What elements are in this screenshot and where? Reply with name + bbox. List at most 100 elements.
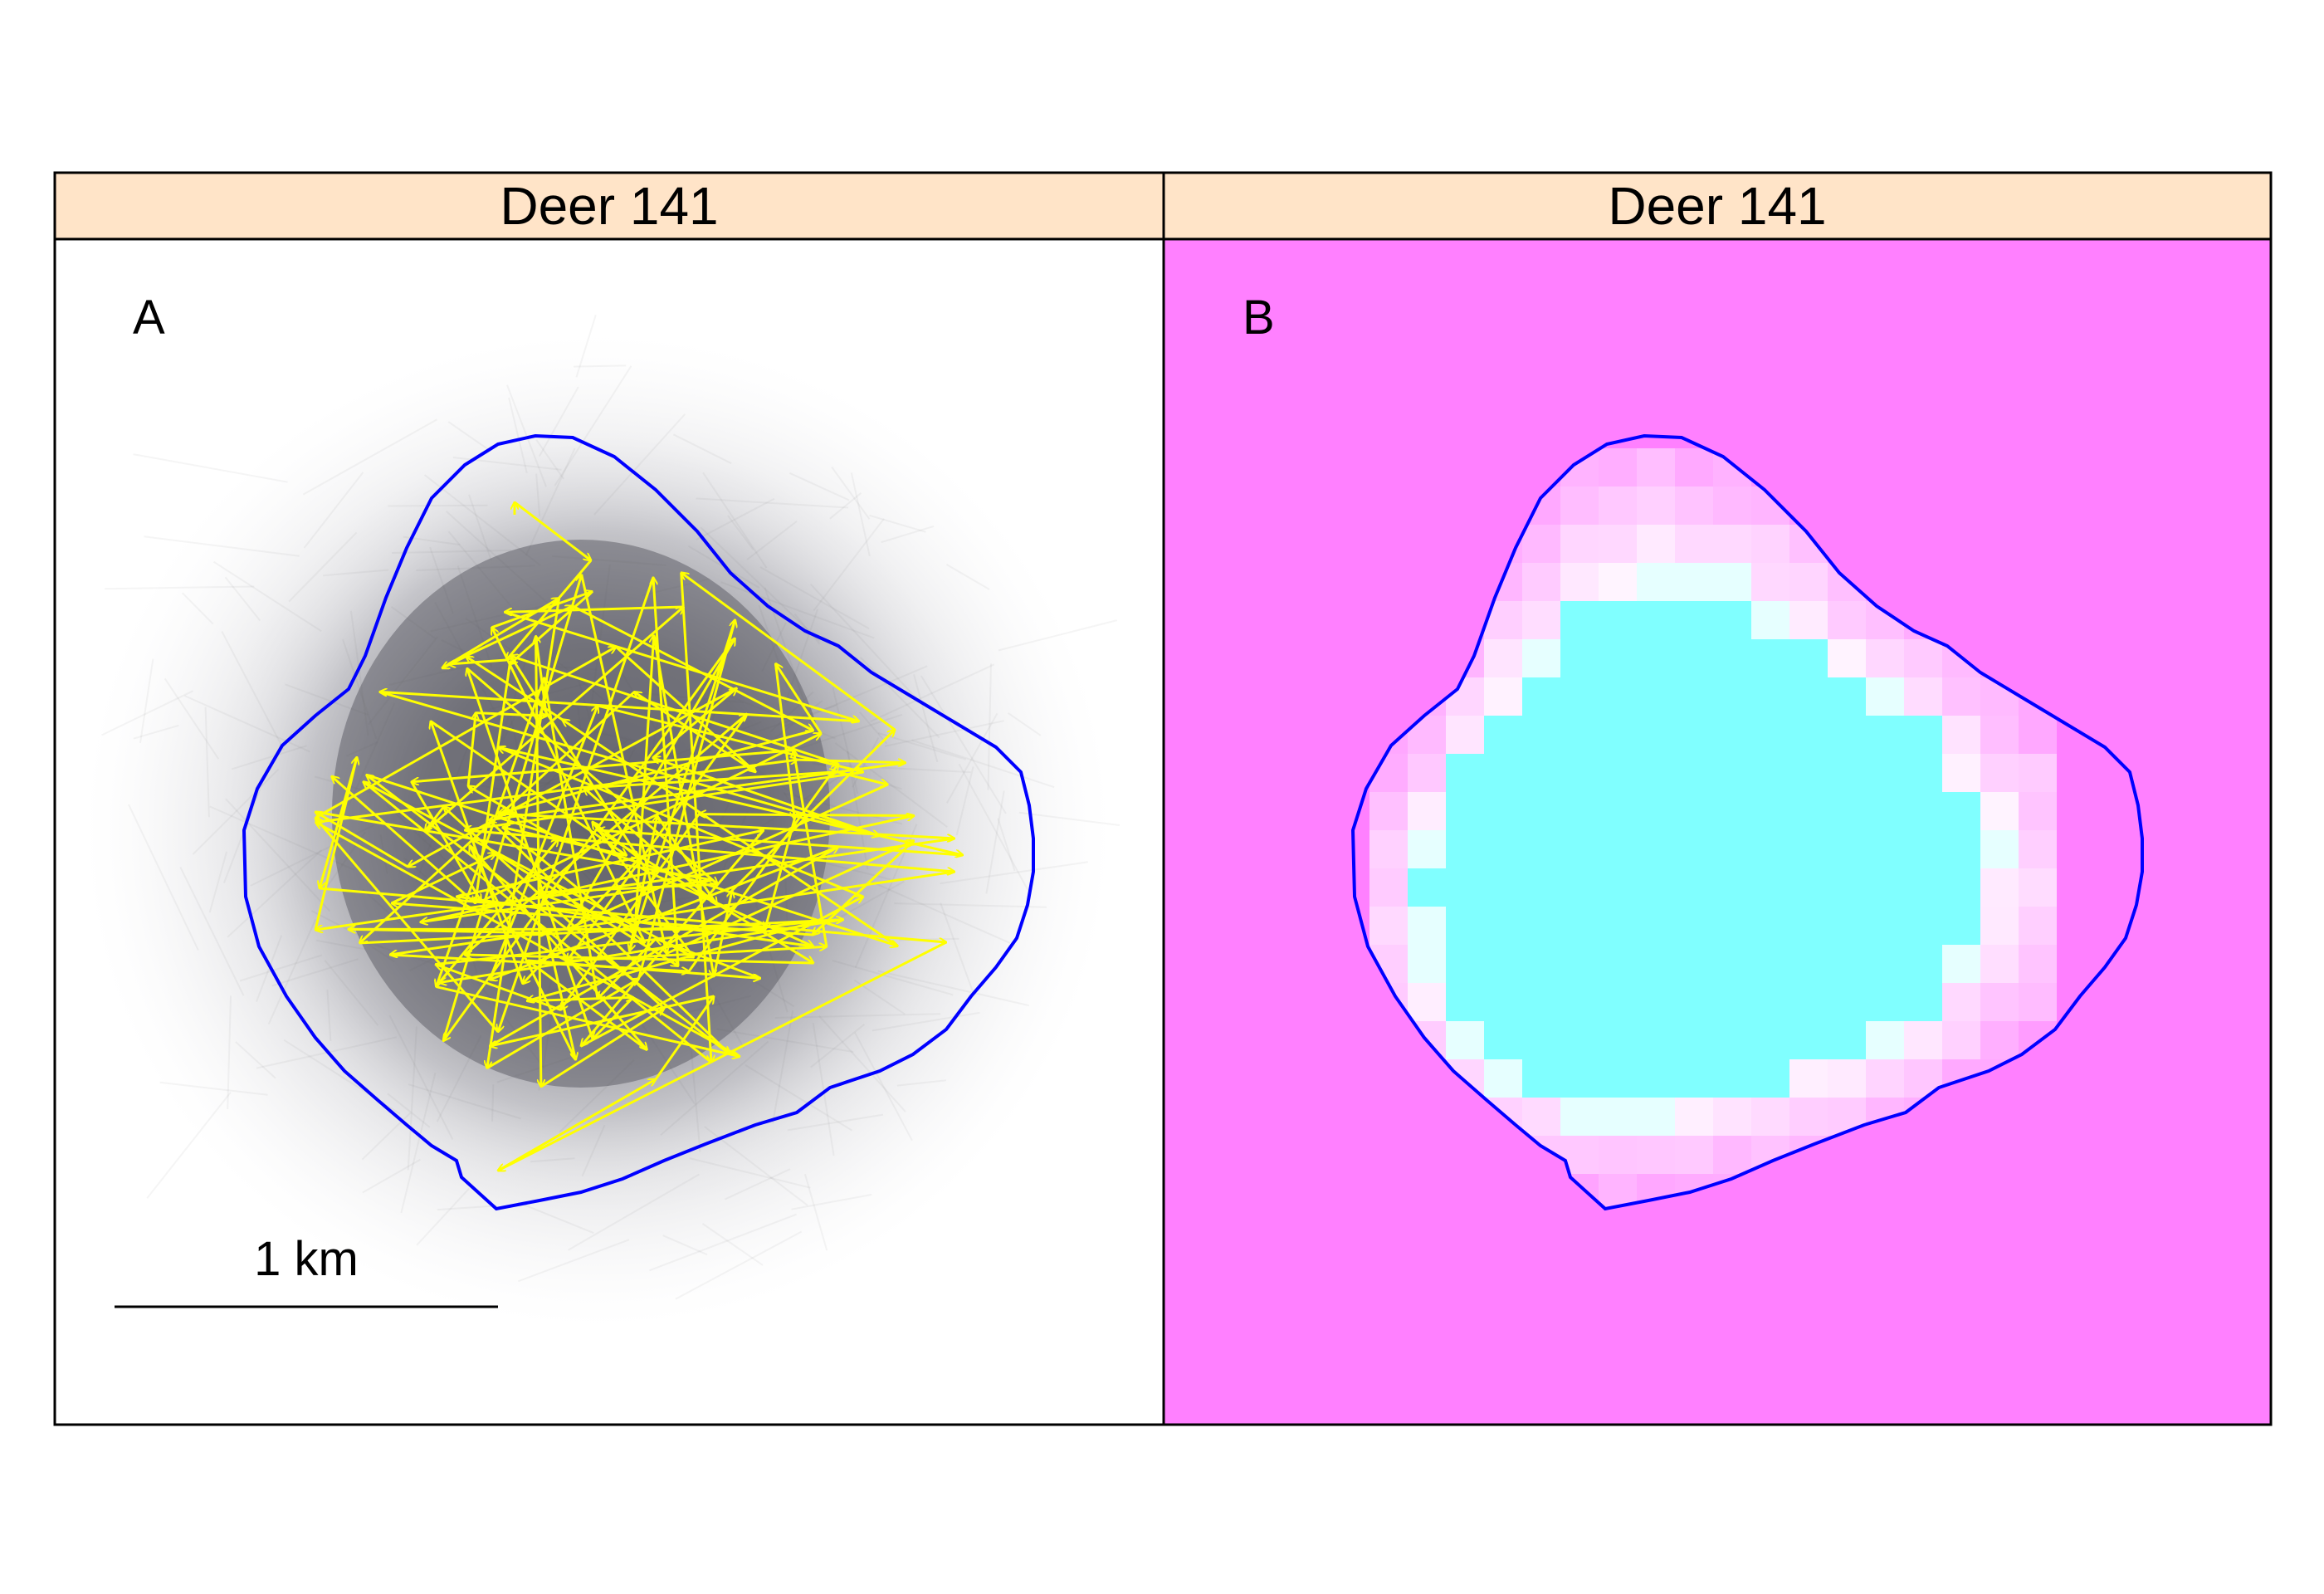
simulated-track bbox=[945, 564, 990, 590]
raster-cell bbox=[1828, 716, 1866, 754]
raster-cell bbox=[1713, 601, 1751, 639]
raster-cell bbox=[1789, 1021, 1828, 1059]
movement-step-arrow bbox=[583, 772, 837, 790]
movement-step-arrow bbox=[476, 663, 511, 903]
raster-cell bbox=[1828, 1021, 1866, 1059]
simulated-track bbox=[491, 1084, 495, 1122]
simulated-track bbox=[436, 1034, 482, 1122]
simulated-track bbox=[474, 978, 546, 1069]
simulated-track bbox=[745, 1064, 853, 1132]
simulated-track bbox=[788, 472, 850, 501]
raster-cell bbox=[1828, 677, 1866, 716]
simulated-track bbox=[911, 739, 1055, 789]
raster-cell bbox=[1789, 792, 1828, 830]
raster-cell bbox=[1408, 868, 1446, 907]
raster-cell bbox=[1942, 907, 1980, 945]
simulated-track bbox=[793, 613, 821, 645]
raster-cell bbox=[1866, 754, 1904, 792]
simulated-track bbox=[416, 1187, 470, 1246]
raster-cell bbox=[1942, 983, 1980, 1021]
simulated-track bbox=[710, 953, 795, 1008]
raster-cell bbox=[1751, 754, 1789, 792]
simulated-track bbox=[400, 1072, 437, 1214]
simulated-track bbox=[704, 1126, 808, 1206]
simulated-track bbox=[508, 397, 528, 474]
movement-step-arrow bbox=[765, 818, 796, 929]
raster-cell bbox=[1637, 1136, 1675, 1174]
simulated-track bbox=[573, 364, 627, 368]
simulated-track bbox=[368, 636, 439, 726]
raster-cell bbox=[1522, 907, 1560, 945]
simulated-track bbox=[559, 1059, 635, 1133]
raster-cell bbox=[1484, 792, 1522, 830]
simulated-track bbox=[227, 995, 232, 1110]
movement-step-arrow bbox=[836, 770, 887, 785]
raster-cell bbox=[1675, 754, 1713, 792]
raster-cell bbox=[1675, 792, 1713, 830]
raster-cell bbox=[1637, 1098, 1675, 1136]
simulated-track bbox=[985, 790, 1005, 894]
raster-cell bbox=[1713, 868, 1751, 907]
scale-bar: 1 km bbox=[115, 1232, 498, 1308]
simulated-track bbox=[144, 535, 300, 557]
movement-step-arrow bbox=[730, 730, 895, 892]
raster-cell bbox=[1370, 792, 1408, 830]
raster-cell bbox=[1637, 639, 1675, 677]
simulated-track bbox=[159, 1081, 268, 1096]
raster-cell bbox=[1828, 601, 1866, 639]
simulated-track bbox=[391, 549, 512, 554]
simulated-track bbox=[884, 720, 1004, 747]
simulated-track bbox=[772, 1010, 794, 1124]
simulated-track bbox=[894, 902, 1047, 908]
simulated-track bbox=[222, 789, 261, 883]
simulated-track bbox=[955, 766, 974, 836]
raster-cell bbox=[1484, 639, 1522, 677]
simulated-track bbox=[621, 672, 686, 777]
simulated-track bbox=[489, 680, 594, 711]
simulated-track bbox=[660, 1040, 769, 1137]
raster-cell bbox=[1522, 1021, 1560, 1059]
movement-step-arrow bbox=[436, 965, 561, 1011]
raster-cell bbox=[1560, 1059, 1599, 1098]
raster-cell bbox=[2019, 830, 2057, 868]
movement-step-arrow bbox=[359, 920, 843, 945]
raster-cell bbox=[1637, 983, 1675, 1021]
simulated-track bbox=[720, 581, 875, 639]
movement-step-arrow bbox=[488, 819, 730, 1054]
raster-cell bbox=[1637, 601, 1675, 639]
simulated-track bbox=[784, 665, 928, 728]
raster-cell bbox=[1866, 868, 1904, 907]
simulated-track bbox=[496, 1056, 572, 1083]
raster-cell bbox=[1560, 945, 1599, 983]
simulated-track bbox=[940, 861, 1088, 885]
raster-cell bbox=[1866, 983, 1904, 1021]
raster-cell bbox=[1370, 907, 1408, 945]
raster-cell bbox=[2019, 983, 2057, 1021]
simulated-track bbox=[542, 964, 614, 996]
raster-cell bbox=[1599, 716, 1637, 754]
raster-cell bbox=[1446, 907, 1484, 945]
raster-cell bbox=[1675, 1059, 1713, 1098]
simulated-track bbox=[581, 1124, 606, 1177]
raster-cell bbox=[1408, 754, 1446, 792]
simulated-track bbox=[859, 656, 940, 739]
raster-cell bbox=[1675, 907, 1713, 945]
simulated-track bbox=[997, 818, 1016, 872]
raster-cell bbox=[1866, 792, 1904, 830]
raster-cell bbox=[1522, 677, 1560, 716]
raster-cell bbox=[1713, 983, 1751, 1021]
movement-step-arrow bbox=[615, 645, 755, 772]
raster-cell bbox=[1751, 945, 1789, 983]
simulated-track bbox=[869, 880, 1011, 944]
simulated-track bbox=[831, 466, 871, 520]
raster-cell bbox=[1751, 1059, 1789, 1098]
raster-cell bbox=[1828, 983, 1866, 1021]
simulated-track bbox=[349, 610, 369, 736]
movement-step-arrow bbox=[687, 764, 838, 972]
raster-cell bbox=[1637, 677, 1675, 716]
raster-cell bbox=[1408, 830, 1446, 868]
raster-cell bbox=[1942, 677, 1980, 716]
simulated-track bbox=[850, 472, 871, 557]
movement-step-arrow bbox=[435, 921, 818, 966]
raster-cell bbox=[1446, 792, 1484, 830]
